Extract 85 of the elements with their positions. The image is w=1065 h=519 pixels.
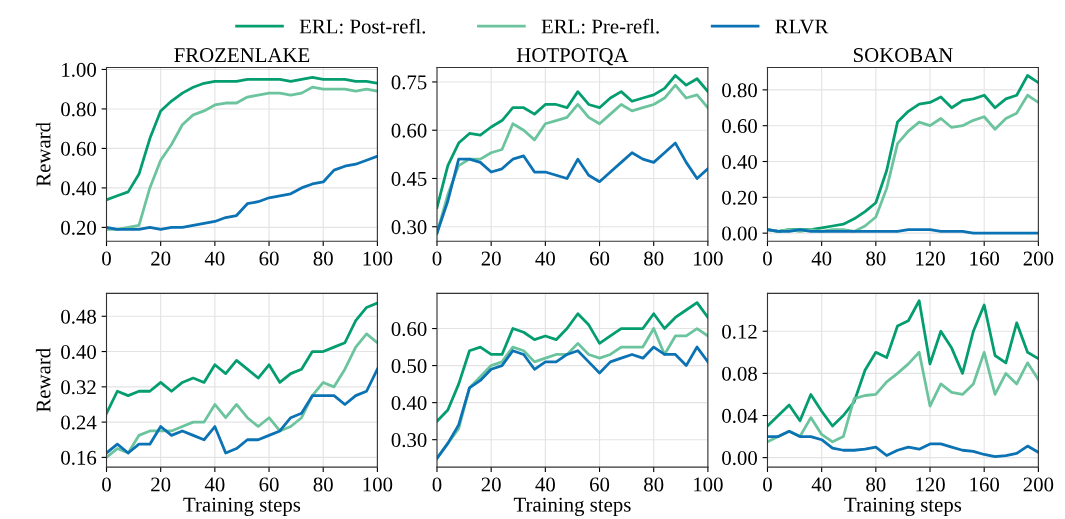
x-tick-label: 80: [866, 251, 886, 266]
y-tick-label: 0.16: [61, 450, 97, 465]
x-tick-label: 60: [259, 477, 279, 492]
x-tick-label: 60: [590, 477, 610, 492]
x-tick-label: 40: [811, 477, 832, 492]
x-tick-label: 100: [694, 477, 723, 492]
y-tick-label: 0.40: [722, 154, 757, 170]
x-axis-title: Training steps: [844, 497, 962, 516]
x-tick-label: 40: [204, 477, 225, 492]
x-tick-label: 0: [102, 477, 111, 492]
line-series: [106, 301, 378, 415]
y-tick-label: 0.12: [722, 324, 757, 339]
y-tick-label: 0.60: [722, 119, 757, 134]
chart-title: SOKOBAN: [853, 48, 953, 63]
y-tick-label: 0.20: [61, 220, 96, 235]
y-tick-label: 0.04: [722, 408, 758, 424]
y-tick-label: 0.50: [391, 358, 427, 374]
y-tick-label: 0.80: [722, 83, 757, 98]
x-tick-label: 40: [535, 477, 555, 492]
x-tick-label: 160: [970, 251, 1000, 266]
x-tick-label: 40: [535, 251, 555, 266]
y-tick-label: 0.30: [391, 433, 427, 448]
line-series: [767, 350, 1039, 444]
x-tick-label: 40: [204, 251, 225, 266]
line-series: [436, 301, 708, 423]
line-series: [767, 429, 1039, 458]
line-series: [106, 367, 378, 455]
chart-title: FROZENLAKE: [174, 48, 310, 63]
y-tick-label: 0.24: [61, 415, 97, 430]
x-tick-label: 0: [432, 477, 442, 492]
y-tick-label: 0.20: [722, 190, 757, 205]
x-tick-label: 120: [916, 477, 945, 492]
x-tick-label: 60: [590, 251, 610, 266]
x-tick-label: 100: [363, 251, 393, 266]
line-series: [436, 74, 708, 209]
legend-label: ERL: Post-refl.: [299, 18, 426, 34]
y-tick-label: 0.30: [391, 220, 427, 235]
chart-title: HOTPOTQA: [516, 48, 629, 66]
y-tick-label: 0.60: [391, 321, 427, 337]
y-axis-title: Reward: [35, 348, 51, 413]
x-tick-label: 80: [313, 251, 333, 266]
y-axis-title: Reward: [35, 122, 51, 187]
y-tick-label: 0.40: [391, 396, 427, 411]
x-tick-label: 20: [151, 477, 171, 492]
x-tick-label: 80: [644, 477, 664, 492]
y-tick-label: 0.75: [391, 75, 427, 90]
y-tick-label: 0.80: [61, 102, 96, 117]
legend-label: RLVR: [775, 19, 829, 34]
x-tick-label: 60: [259, 251, 279, 266]
line-series: [767, 299, 1039, 428]
y-tick-label: 0.32: [61, 380, 96, 395]
x-axis-title: Training steps: [513, 497, 631, 516]
x-tick-label: 40: [811, 251, 832, 266]
x-tick-label: 0: [763, 251, 772, 266]
x-tick-label: 80: [644, 251, 664, 266]
y-tick-label: 0.40: [61, 344, 96, 360]
x-tick-label: 80: [313, 477, 333, 492]
y-tick-label: 0.48: [61, 309, 96, 324]
x-tick-label: 200: [1023, 251, 1054, 266]
x-tick-label: 160: [970, 477, 1000, 492]
x-tick-label: 20: [481, 477, 501, 492]
y-tick-label: 1.00: [62, 62, 96, 77]
x-tick-label: 200: [1023, 477, 1054, 492]
x-axis-title: Training steps: [183, 497, 301, 516]
x-tick-label: 20: [151, 251, 171, 266]
x-tick-label: 80: [866, 477, 886, 492]
y-tick-label: 0.00: [722, 451, 757, 466]
y-tick-label: 0.08: [722, 366, 757, 381]
line-series: [106, 75, 378, 202]
y-tick-label: 0.40: [61, 181, 96, 196]
x-tick-label: 100: [694, 251, 723, 266]
line-series: [106, 85, 378, 231]
x-tick-label: 0: [432, 251, 442, 266]
x-tick-label: 120: [916, 251, 945, 266]
x-tick-label: 0: [763, 477, 772, 492]
x-tick-label: 20: [481, 251, 501, 266]
y-tick-label: 0.45: [391, 171, 427, 186]
y-tick-label: 0.60: [391, 123, 427, 138]
y-tick-label: 0.60: [61, 141, 96, 156]
y-tick-label: 0.00: [722, 226, 757, 241]
line-series: [106, 154, 378, 231]
legend-label: ERL: Pre-refl.: [541, 18, 659, 34]
x-tick-label: 0: [102, 251, 111, 266]
line-series: [436, 141, 708, 235]
x-tick-label: 100: [363, 477, 393, 492]
